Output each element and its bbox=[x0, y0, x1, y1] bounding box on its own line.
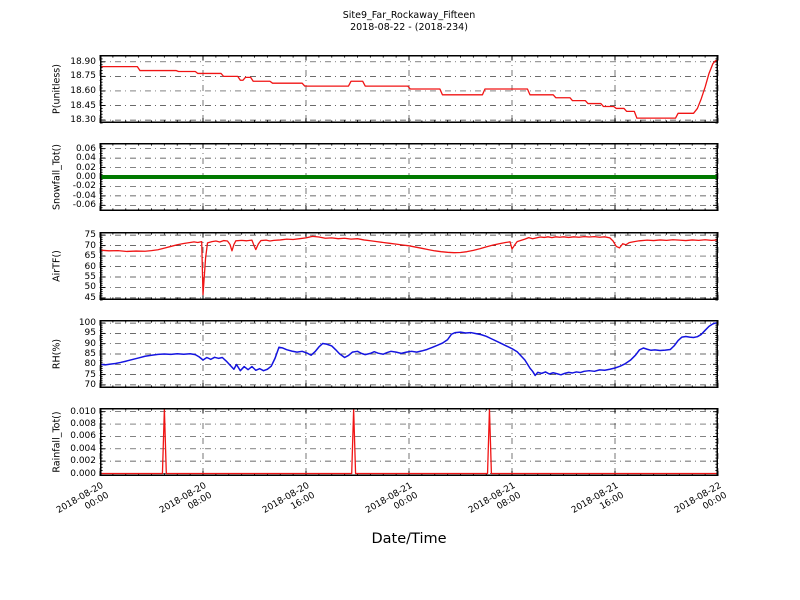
y-tick-label: 0.002 bbox=[70, 456, 96, 467]
data-series-p bbox=[100, 59, 718, 119]
y-tick-label: 90 bbox=[84, 338, 96, 349]
x-tick-label: 2018-08-21 16:00 bbox=[570, 481, 626, 525]
y-axis-label: RH(%) bbox=[51, 338, 63, 370]
chart-subtitle: 2018-08-22 - (2018-234) bbox=[350, 22, 468, 33]
axes-frame bbox=[100, 408, 718, 476]
y-axis-label: P(unitless) bbox=[51, 64, 63, 114]
y-tick-label: 95 bbox=[84, 328, 96, 339]
y-tick-label: 0.004 bbox=[70, 443, 96, 454]
y-tick-label: 100 bbox=[78, 318, 96, 329]
axes-frame bbox=[100, 55, 718, 123]
x-tick-label: 2018-08-21 08:00 bbox=[467, 481, 523, 525]
subplot-canvas bbox=[99, 408, 719, 476]
y-tick-label: 0.06 bbox=[75, 143, 96, 154]
axes-frame bbox=[100, 143, 718, 211]
y-tick-label: 0.00 bbox=[75, 172, 96, 182]
y-tick-label: -0.04 bbox=[72, 190, 96, 201]
y-tick-label: 85 bbox=[84, 349, 96, 359]
y-tick-label: 45 bbox=[84, 292, 96, 303]
x-tick-label: 2018-08-20 08:00 bbox=[158, 481, 214, 525]
y-tick-label: 80 bbox=[84, 359, 96, 370]
subplot-canvas bbox=[99, 55, 719, 124]
x-tick-label: 2018-08-20 16:00 bbox=[261, 481, 317, 525]
chart-title: Site9_Far_Rockaway_Fifteen bbox=[342, 10, 476, 21]
y-tick-label: -0.06 bbox=[72, 200, 96, 211]
y-tick-label: 0.04 bbox=[75, 153, 96, 164]
y-tick-label: 75 bbox=[84, 369, 96, 380]
y-tick-label: 18.30 bbox=[70, 115, 96, 126]
y-tick-label: 18.60 bbox=[70, 85, 96, 96]
y-tick-label: 0.008 bbox=[70, 419, 96, 430]
subplot-airtf bbox=[99, 232, 719, 301]
y-tick-label: 70 bbox=[84, 379, 96, 390]
y-tick-label: 60 bbox=[84, 261, 96, 272]
data-series-airtf bbox=[100, 235, 718, 296]
y-axis-label: Rainfall_Tot() bbox=[51, 411, 63, 473]
subplot-rh bbox=[99, 320, 719, 388]
y-tick-label: 18.75 bbox=[70, 71, 96, 82]
x-tick-label: 2018-08-21 00:00 bbox=[364, 481, 420, 525]
y-tick-label: 0.006 bbox=[70, 431, 96, 442]
data-series-rh bbox=[100, 322, 718, 377]
axes-frame bbox=[100, 232, 718, 300]
subplot-p bbox=[99, 55, 719, 124]
subplot-canvas bbox=[99, 232, 719, 301]
y-tick-label: 0.02 bbox=[75, 162, 96, 173]
y-tick-label: 70 bbox=[84, 240, 96, 251]
y-tick-label: 0.010 bbox=[70, 406, 96, 417]
y-tick-label: 18.90 bbox=[70, 56, 96, 67]
y-tick-label: 55 bbox=[84, 271, 96, 282]
subplot-canvas bbox=[99, 320, 719, 388]
subplot-rainfall_tot bbox=[99, 408, 719, 476]
x-axis-title: Date/Time bbox=[371, 531, 447, 547]
y-tick-label: 50 bbox=[84, 282, 96, 293]
y-tick-label: 65 bbox=[84, 251, 96, 262]
subplot-canvas bbox=[99, 143, 719, 211]
axes-frame bbox=[100, 320, 718, 388]
subplot-snowfall_tot bbox=[99, 143, 719, 211]
y-tick-label: 18.45 bbox=[70, 100, 96, 111]
y-tick-label: 0.000 bbox=[70, 468, 96, 479]
y-axis-label: Snowfall_Tot() bbox=[51, 144, 63, 210]
x-tick-label: 2018-08-22 00:00 bbox=[673, 481, 729, 525]
y-tick-label: -0.02 bbox=[72, 181, 96, 192]
x-tick-label: 2018-08-20 00:00 bbox=[55, 481, 111, 525]
y-axis-label: AirTF() bbox=[51, 250, 63, 282]
y-tick-label: 75 bbox=[84, 230, 96, 241]
